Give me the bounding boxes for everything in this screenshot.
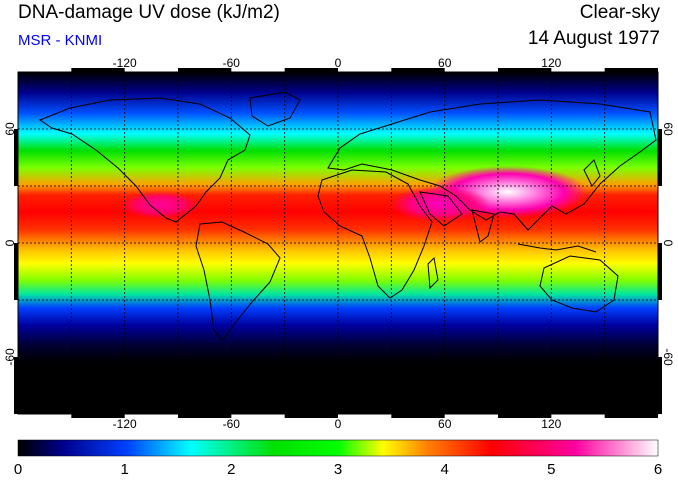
sahara-hotspot: [390, 186, 490, 222]
lon-labels-top: -120 -60 0 60 120: [113, 56, 562, 70]
frame-segment: [391, 414, 445, 418]
lon-label-top-2: -60: [223, 56, 241, 70]
colorbar-label-6: 6: [654, 461, 662, 478]
colorbar-label-5: 5: [547, 461, 555, 478]
mexico-hotspot: [120, 191, 200, 219]
lat-label-left-1: 60: [3, 122, 17, 136]
frame-segment: [14, 129, 18, 186]
frame-segment: [658, 357, 662, 414]
colorbar-label-2: 2: [227, 461, 235, 478]
lat-labels-right: 60 0 -60: [661, 122, 675, 366]
south-america-coast: [195, 221, 281, 341]
frame-segment: [71, 414, 125, 418]
lat-label-left-3: -60: [3, 348, 17, 366]
source-label: MSR - KNMI: [18, 32, 103, 49]
frame-segment: [284, 414, 338, 418]
frame-segment: [71, 68, 125, 72]
lon-labels-bottom: -120 -60 0 60 120: [113, 417, 562, 431]
colorbar: 0 1 2 3 4 5 6: [14, 439, 662, 478]
north-america-coast: [38, 97, 251, 223]
lat-labels-left: 60 0 -60: [3, 122, 17, 366]
frame-segment: [391, 68, 445, 72]
frame-segment: [658, 243, 662, 300]
frame-segment: [658, 129, 662, 186]
map-body: [18, 72, 658, 414]
africa-coast: [317, 169, 433, 299]
lat-label-right-2: 0: [661, 240, 675, 247]
frame-segment: [14, 243, 18, 300]
sky-condition-label: Clear-sky: [579, 2, 660, 23]
lon-label-bottom-3: 0: [335, 417, 342, 431]
frame-segment: [604, 414, 658, 418]
japan-coast: [583, 159, 601, 187]
lat-label-right-1: 60: [661, 122, 675, 136]
date-label: 14 August 1977: [527, 28, 660, 49]
lon-label-top-3: 0: [335, 56, 342, 70]
lon-label-bottom-2: -60: [223, 417, 241, 431]
lat-label-left-2: 0: [3, 239, 17, 246]
colorbar-scale: [17, 439, 659, 457]
lon-label-top-5: 120: [541, 56, 561, 70]
lat-label-right-3: -60: [661, 348, 675, 366]
colorbar-label-0: 0: [14, 461, 22, 478]
lon-label-top-1: -120: [113, 56, 137, 70]
colorbar-label-4: 4: [441, 461, 449, 478]
lon-label-bottom-5: 120: [541, 417, 561, 431]
frame-segment: [14, 357, 18, 414]
india-coast: [471, 209, 495, 243]
colorbar-label-3: 3: [334, 461, 342, 478]
lon-label-bottom-1: -120: [113, 417, 137, 431]
frame-segment: [178, 414, 232, 418]
frame-segment: [498, 68, 552, 72]
frame-segment: [178, 68, 232, 72]
indonesia-coast: [517, 243, 597, 253]
frame-segment: [498, 414, 552, 418]
graticule: [18, 72, 658, 414]
frame-ticks: [14, 68, 662, 418]
map-title: DNA-damage UV dose (kJ/m2): [18, 2, 280, 23]
madagascar-coast: [427, 256, 439, 290]
colorbar-label-1: 1: [121, 461, 129, 478]
lon-label-bottom-4: 60: [438, 417, 452, 431]
map-frame: [14, 68, 662, 418]
frame-segment: [284, 68, 338, 72]
antarctica-coast: [18, 389, 658, 399]
lon-label-top-4: 60: [438, 56, 452, 70]
frame-segment: [604, 68, 658, 72]
europe-asia-coast: [327, 99, 657, 231]
arabia-coast: [419, 191, 463, 227]
